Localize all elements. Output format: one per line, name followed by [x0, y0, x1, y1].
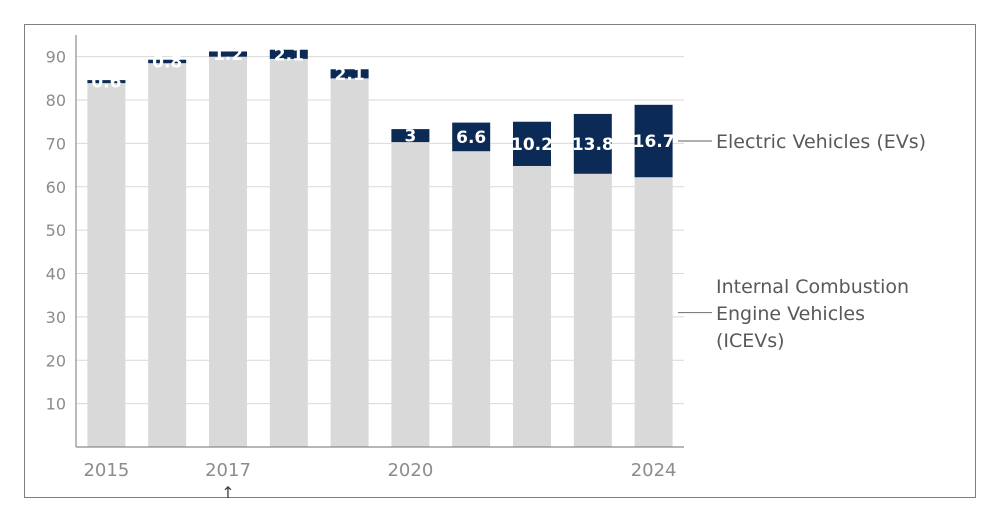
bar-icev-2022	[513, 165, 551, 447]
data-label-ev-2021: 6.6	[456, 128, 486, 148]
bar-ev-2015	[87, 80, 126, 84]
bar-ev-2016	[148, 59, 187, 64]
y-tick-label-30: 30	[46, 308, 66, 327]
bar-ev-2018	[269, 49, 308, 59]
icev-legend-label-line1: Internal Combustion	[716, 276, 909, 298]
data-label-ev-2024: 16.7	[633, 132, 675, 152]
x-tick-label-2024: 2024	[631, 460, 677, 481]
bar-icev-2016	[148, 63, 187, 447]
y-axis-ticks: 10 20 30 40 50 60 70 80 90	[46, 48, 66, 414]
x-axis-ticks: 2015 2017 2020 2024	[83, 460, 676, 481]
y-tick-label-90: 90	[46, 48, 66, 67]
bar-ev-2021	[452, 122, 491, 152]
bar-ev-2020	[391, 129, 430, 143]
bar-icev-2021	[452, 151, 491, 448]
data-label-ev-2018: 2.1	[274, 45, 304, 65]
up-arrow-icon: ↑	[221, 483, 234, 502]
bar-icev-2024	[634, 177, 673, 448]
y-tick-label-70: 70	[46, 134, 66, 153]
bar-icev-2018	[269, 58, 308, 447]
bar-ev-2017	[209, 51, 247, 57]
x-tick-label-2015: 2015	[83, 460, 129, 481]
bar-icev-2015	[87, 82, 126, 447]
bar-ev-2024	[634, 104, 673, 178]
data-label-ev-2023: 13.8	[572, 135, 614, 155]
bar-ev-2019	[330, 69, 369, 79]
y-tick-label-20: 20	[46, 351, 66, 370]
y-tick-label-50: 50	[46, 221, 66, 240]
bars	[87, 49, 673, 448]
bar-icev-2019	[330, 78, 369, 448]
icev-legend-label-line3: (ICEVs)	[716, 330, 785, 352]
y-tick-label-80: 80	[46, 91, 66, 110]
icev-legend-label-line2: Engine Vehicles	[716, 303, 865, 325]
chart-frame	[24, 24, 976, 498]
bar-icev-2023	[573, 173, 612, 448]
data-label-ev-2022: 10.2	[511, 135, 553, 155]
data-label-ev-2016: 0.8	[152, 52, 182, 72]
bar-icev-2020	[391, 142, 430, 447]
data-label-ev-2020: 3	[404, 127, 416, 147]
ev-legend-label: Electric Vehicles (EVs)	[716, 131, 926, 153]
bar-icev-2017	[209, 56, 247, 448]
y-tick-label-60: 60	[46, 178, 66, 197]
x-tick-label-2020: 2020	[387, 460, 433, 481]
data-label-ev-2015: 0.6	[91, 73, 121, 93]
data-label-ev-2017: 1.2	[213, 45, 243, 65]
data-labels: 0.6 0.8 1.2 2.1 2.1 3 6.6 10.2 13.8 16.7	[91, 45, 674, 155]
y-tick-label-40: 40	[46, 265, 66, 284]
x-tick-label-2017: 2017	[205, 460, 251, 481]
y-tick-label-10: 10	[46, 395, 66, 414]
data-label-ev-2019: 2.1	[335, 65, 365, 85]
bar-ev-2022	[513, 121, 551, 166]
bar-ev-2023	[573, 113, 612, 174]
